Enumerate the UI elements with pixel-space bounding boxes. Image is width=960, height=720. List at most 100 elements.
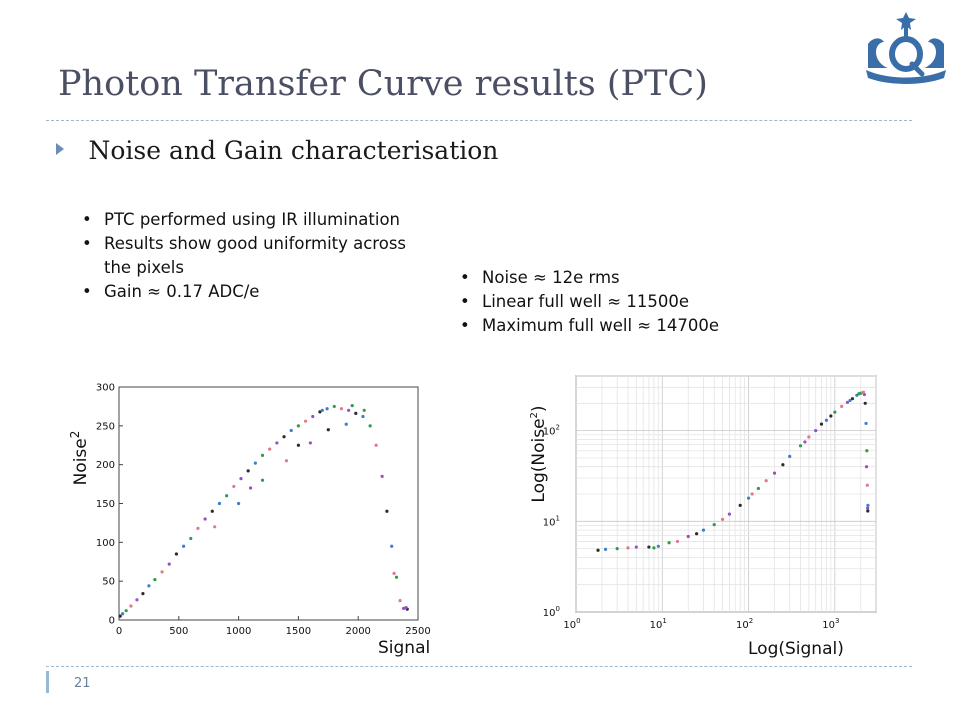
data-point	[866, 506, 870, 510]
ptc-linear-chart: 0 500 1000 1500 2000 2500 0 50 100 150 200 250 300 S…	[68, 383, 431, 659]
data-point	[160, 570, 164, 574]
data-point	[296, 424, 300, 428]
left-bullet-list: PTC performed using IR illumination Resu…	[78, 208, 408, 304]
data-point	[675, 539, 680, 544]
y-axis-label-main: Noise	[71, 438, 91, 485]
data-point	[318, 410, 322, 414]
data-point	[361, 414, 365, 419]
x-tick-label: 101	[650, 617, 667, 631]
x-tick-label: 102	[736, 617, 753, 631]
data-point	[394, 575, 399, 579]
y-tick-label: 100	[543, 605, 560, 619]
data-point	[596, 548, 600, 552]
data-point	[701, 528, 706, 532]
data-point	[392, 571, 396, 575]
main-bullet: Noise and Gain characterisation	[56, 136, 498, 165]
x-tick-label: 500	[169, 626, 188, 637]
data-point	[311, 414, 315, 419]
data-point	[354, 411, 358, 416]
data-point	[772, 471, 777, 475]
data-point	[626, 546, 630, 550]
data-point	[203, 517, 207, 521]
list-item: Results show good uniformity across the …	[78, 232, 408, 280]
data-point	[866, 509, 870, 513]
data-point	[746, 496, 751, 500]
y-axis-label-suffix: )	[529, 405, 549, 412]
data-point	[339, 407, 344, 411]
data-point	[326, 428, 330, 432]
data-point	[141, 591, 145, 596]
data-point	[344, 422, 348, 426]
x-axis-label: Signal	[378, 638, 430, 658]
y-tick-label: 150	[96, 499, 115, 510]
data-point	[833, 410, 837, 414]
x-axis-label: Log(Signal)	[748, 639, 844, 659]
list-item: Gain ≈ 0.17 ADC/e	[78, 280, 408, 304]
data-point	[390, 544, 394, 548]
data-point	[845, 400, 850, 404]
x-tick-label: 2500	[405, 626, 430, 637]
data-point	[695, 532, 699, 536]
data-point	[404, 605, 408, 610]
data-point	[237, 501, 241, 506]
data-point	[865, 449, 869, 453]
data-point	[120, 612, 125, 616]
data-point	[289, 428, 293, 433]
y-axis-label-sup: 2	[529, 412, 540, 418]
y-tick-label: 100	[96, 538, 115, 549]
data-point	[282, 435, 286, 439]
data-point	[362, 408, 366, 412]
data-point	[174, 552, 179, 556]
data-point	[840, 404, 844, 408]
y-tick-label: 102	[543, 424, 560, 438]
data-point	[239, 477, 243, 481]
data-point	[232, 484, 236, 489]
data-point	[147, 584, 151, 588]
data-point	[347, 408, 351, 412]
y-tick-label: 50	[102, 577, 115, 588]
data-point	[819, 422, 824, 426]
data-point	[253, 461, 257, 465]
x-tick-label: 100	[563, 617, 580, 631]
data-point	[647, 545, 651, 549]
data-point	[865, 483, 869, 487]
data-point	[268, 447, 272, 451]
data-point	[284, 459, 289, 463]
data-point	[764, 479, 768, 483]
data-point	[385, 509, 389, 513]
data-point	[350, 404, 354, 408]
data-point	[118, 614, 122, 618]
data-point	[129, 604, 133, 608]
data-point	[167, 562, 171, 566]
data-point	[296, 443, 300, 447]
data-point	[603, 547, 608, 552]
page-number: 21	[74, 676, 91, 691]
data-point	[866, 503, 870, 507]
data-point	[308, 441, 312, 445]
x-tick-label: 103	[822, 617, 839, 631]
data-point	[398, 598, 402, 603]
data-point	[260, 453, 265, 457]
data-point	[124, 609, 128, 613]
data-point	[181, 544, 186, 548]
data-point	[246, 469, 250, 473]
x-tick-label: 1500	[286, 626, 311, 637]
data-point	[814, 429, 818, 433]
data-point	[213, 525, 217, 529]
university-crown-logo-icon	[866, 12, 946, 84]
data-point	[217, 501, 222, 506]
plot-frame	[118, 386, 419, 621]
data-point	[756, 486, 760, 491]
data-point	[850, 397, 855, 401]
data-point	[864, 465, 869, 469]
data-point	[260, 478, 265, 482]
data-point	[720, 517, 725, 521]
data-point	[803, 440, 807, 444]
data-point	[275, 441, 279, 445]
slide-title: Photon Transfer Curve results (PTC)	[58, 64, 708, 104]
footer-rule	[46, 666, 912, 667]
main-bullet-text: Noise and Gain characterisation	[88, 136, 499, 165]
title-rule	[46, 120, 912, 121]
data-point	[788, 454, 792, 458]
right-bullet-list: Noise ≈ 12e rms Linear full well ≈ 11500…	[456, 266, 786, 338]
